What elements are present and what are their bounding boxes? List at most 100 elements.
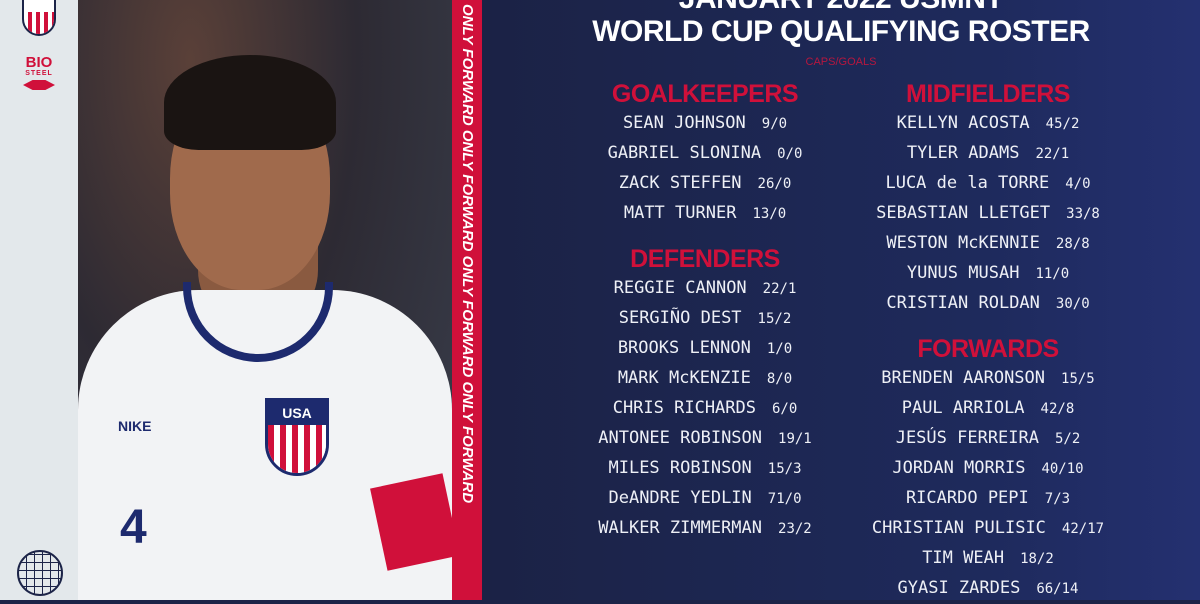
player-row: CHRISTIAN PULISIC 42/17 [838, 514, 1138, 544]
player-row: MATT TURNER 13/0 [555, 199, 855, 229]
player-row: TIM WEAH 18/2 [838, 544, 1138, 574]
player-name: DeANDRE YEDLIN [608, 488, 752, 508]
player-name: YUNUS MUSAH [906, 263, 1020, 283]
sidebar-strip: BIO STEEL [0, 0, 78, 600]
player-caps-goals: 18/2 [1020, 551, 1054, 567]
jersey-crest: USA [265, 398, 329, 476]
player-caps-goals: 30/0 [1055, 296, 1090, 312]
player-caps-goals: 28/8 [1055, 236, 1090, 252]
caps-goals-label: CAPS/GOALS [805, 56, 877, 68]
left-column: GOALKEEPERS SEAN JOHNSON 9/0 GABRIEL SLONIN… [555, 76, 855, 544]
player-name: PAUL ARRIOLA [901, 398, 1025, 418]
position-heading: DEFENDERS [630, 245, 780, 273]
player-row: WESTON McKENNIE 28/8 [838, 229, 1138, 259]
player-name: ZACK STEFFEN [618, 173, 742, 193]
player-name: CRISTIAN ROLDAN [886, 293, 1040, 313]
player-row: GYASI ZARDES 66/14 [838, 574, 1138, 604]
player-name: SERGIÑO DEST [618, 308, 742, 328]
player-caps-goals: 45/2 [1045, 116, 1080, 132]
player-caps-goals: 7/3 [1044, 491, 1071, 507]
player-row: PAUL ARRIOLA 42/8 [838, 394, 1138, 424]
player-caps-goals: 6/0 [772, 401, 798, 417]
player-caps-goals: 13/0 [752, 206, 787, 222]
player-caps-goals: 8/0 [766, 371, 793, 387]
player-caps-goals: 40/10 [1041, 461, 1084, 477]
player-row: CRISTIAN ROLDAN 30/0 [838, 289, 1138, 319]
player-caps-goals: 4/0 [1065, 176, 1091, 192]
sponsor-line2: STEEL [25, 70, 53, 77]
player-caps-goals: 71/0 [767, 491, 802, 507]
player-row: MARK McKENZIE 8/0 [555, 364, 855, 394]
player-name: TYLER ADAMS [906, 143, 1020, 163]
player-caps-goals: 22/1 [1035, 146, 1070, 162]
player-name: CHRIS RICHARDS [612, 398, 756, 418]
player-row: YUNUS MUSAH 11/0 [838, 259, 1138, 289]
title-line1: JANUARY 2022 USMNT [482, 0, 1200, 14]
position-heading: GOALKEEPERS [611, 80, 799, 108]
player-row: TYLER ADAMS 22/1 [838, 139, 1138, 169]
player-caps-goals: 42/8 [1040, 401, 1075, 417]
banner-text: ONLY FORWARD ONLY FORWARD ONLY FORWARD O… [459, 4, 476, 504]
biosteel-logo: BIO STEEL [14, 55, 64, 90]
player-name: SEBASTIAN LLETGET [876, 203, 1051, 223]
player-name: WALKER ZIMMERMAN [598, 518, 763, 538]
player-row: CHRIS RICHARDS 6/0 [555, 394, 855, 424]
only-forward-banner: ONLY FORWARD ONLY FORWARD ONLY FORWARD O… [452, 0, 482, 600]
player-caps-goals: 1/0 [766, 341, 793, 357]
player-name: LUCA de la TORRE [885, 173, 1050, 193]
player-caps-goals: 23/2 [778, 521, 812, 537]
globe-icon [17, 550, 63, 596]
player-row: MILES ROBINSON 15/3 [555, 454, 855, 484]
player-name: TIM WEAH [922, 548, 1005, 568]
player-name: GYASI ZARDES [897, 578, 1021, 598]
player-row: JESÚS FERREIRA 5/2 [838, 424, 1138, 454]
player-row: RICARDO PEPI 7/3 [838, 484, 1138, 514]
sponsor-line1: BIO [25, 54, 53, 71]
player-row: ZACK STEFFEN 26/0 [555, 169, 855, 199]
roster-panel: JANUARY 2022 USMNT WORLD CUP QUALIFYING … [482, 0, 1200, 600]
player-name: MATT TURNER [623, 203, 737, 223]
right-column: MIDFIELDERS KELLYN ACOSTA 45/2 TYLER ADAMS 2… [838, 76, 1138, 604]
player-name: REGGIE CANNON [613, 278, 747, 298]
player-row: SEBASTIAN LLETGET 33/8 [838, 199, 1138, 229]
player-name: GABRIEL SLONINA [607, 143, 762, 163]
player-caps-goals: 9/0 [761, 116, 788, 132]
player-name: SEAN JOHNSON [622, 113, 746, 133]
jersey-number: 4 [120, 501, 147, 554]
player-caps-goals: 66/14 [1036, 581, 1079, 597]
player-name: ANTONEE ROBINSON [598, 428, 763, 448]
player-row: REGGIE CANNON 22/1 [555, 274, 855, 304]
player-name: JESÚS FERREIRA [895, 428, 1039, 448]
player-name: RICARDO PEPI [905, 488, 1029, 508]
player-name: WESTON McKENNIE [886, 233, 1040, 253]
player-hair [164, 55, 336, 150]
title-line2: WORLD CUP QUALIFYING ROSTER [592, 15, 1090, 48]
player-row: LUCA de la TORRE 4/0 [838, 169, 1138, 199]
player-name: MARK McKENZIE [617, 368, 751, 388]
player-row: BROOKS LENNON 1/0 [555, 334, 855, 364]
usa-crest-logo [22, 0, 56, 36]
player-caps-goals: 42/17 [1061, 521, 1105, 537]
group-gap [555, 229, 855, 241]
position-heading: MIDFIELDERS [906, 80, 1070, 108]
player-caps-goals: 26/0 [757, 176, 792, 192]
player-name: JORDAN MORRIS [892, 458, 1026, 478]
player-caps-goals: 15/3 [767, 461, 802, 477]
position-heading: FORWARDS [917, 335, 1059, 363]
player-name: KELLYN ACOSTA [896, 113, 1030, 133]
player-caps-goals: 0/0 [777, 146, 803, 162]
group-gap [838, 319, 1138, 331]
player-row: SEAN JOHNSON 9/0 [555, 109, 855, 139]
player-photo: NIKE USA 4 [78, 0, 460, 600]
player-name: MILES ROBINSON [608, 458, 752, 478]
player-row: SERGIÑO DEST 15/2 [555, 304, 855, 334]
player-row: GABRIEL SLONINA 0/0 [555, 139, 855, 169]
player-caps-goals: 33/8 [1066, 206, 1100, 222]
player-row: DeANDRE YEDLIN 71/0 [555, 484, 855, 514]
player-caps-goals: 19/1 [778, 431, 812, 447]
player-row: JORDAN MORRIS 40/10 [838, 454, 1138, 484]
player-name: CHRISTIAN PULISIC [871, 518, 1046, 538]
player-name: BRENDEN AARONSON [881, 368, 1046, 388]
player-row: WALKER ZIMMERMAN 23/2 [555, 514, 855, 544]
player-caps-goals: 22/1 [762, 281, 797, 297]
